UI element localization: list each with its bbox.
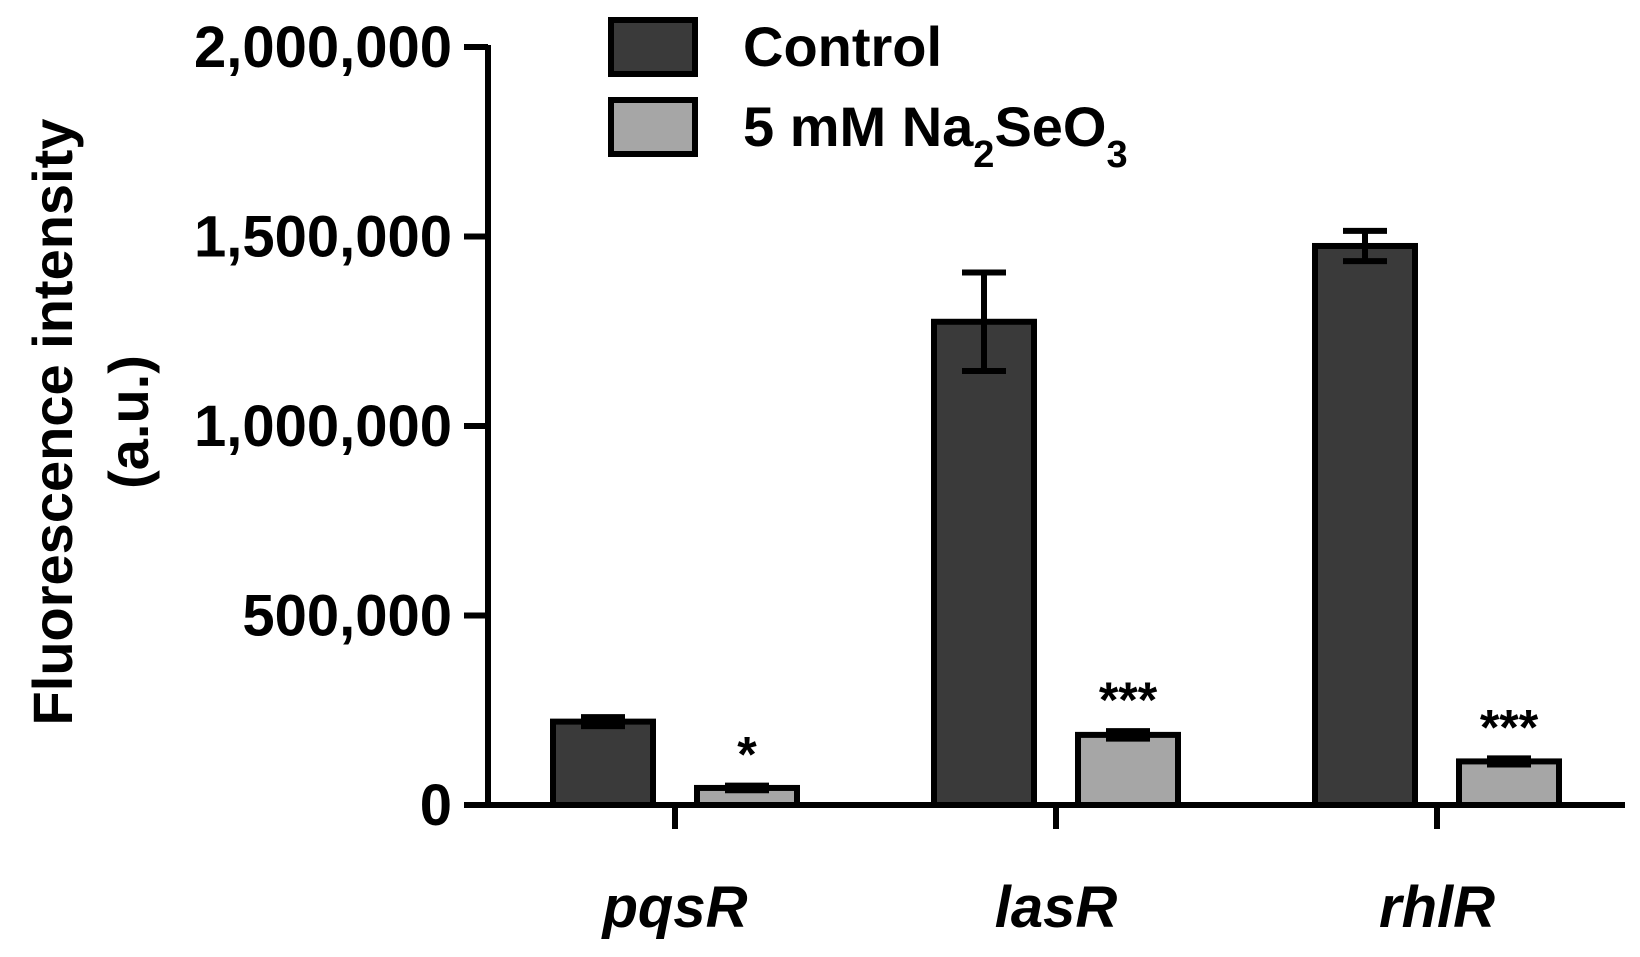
x-category-label: pqsR <box>601 875 748 940</box>
legend-label: 5 mM Na2SeO3 <box>743 95 1128 176</box>
significance-label: * <box>737 727 757 783</box>
y-tick-label: 500,000 <box>242 584 452 649</box>
y-axis-title-line2: (a.u.) <box>97 355 160 489</box>
y-tick-label: 2,000,000 <box>194 15 452 80</box>
bar <box>1456 758 1562 808</box>
y-axis-title-line1: Fluorescence intensity <box>21 119 84 726</box>
bar <box>550 718 656 808</box>
y-tick-label: 0 <box>420 773 452 838</box>
bar <box>1312 242 1418 809</box>
bars: **** *** <box>550 227 1562 809</box>
axes: 0 500,000 1,000,000 1,500,000 2,000,000 pqsR l… <box>194 15 1625 940</box>
significance-label: *** <box>1480 699 1539 755</box>
bar <box>931 318 1037 808</box>
legend-swatch <box>608 17 698 77</box>
significance-label: *** <box>1099 672 1158 728</box>
y-axis-title: Fluorescence intensity (a.u.) <box>21 119 160 726</box>
x-category-label: lasR <box>995 875 1118 940</box>
legend-label: Control <box>743 15 942 78</box>
y-tick-label: 1,500,000 <box>194 205 452 270</box>
legend: Control 5 mM Na2SeO3 <box>608 15 1128 176</box>
legend-swatch <box>608 97 698 157</box>
y-tick-label: 1,000,000 <box>194 394 452 459</box>
bar <box>1075 731 1181 809</box>
x-category-label: rhlR <box>1379 875 1495 940</box>
